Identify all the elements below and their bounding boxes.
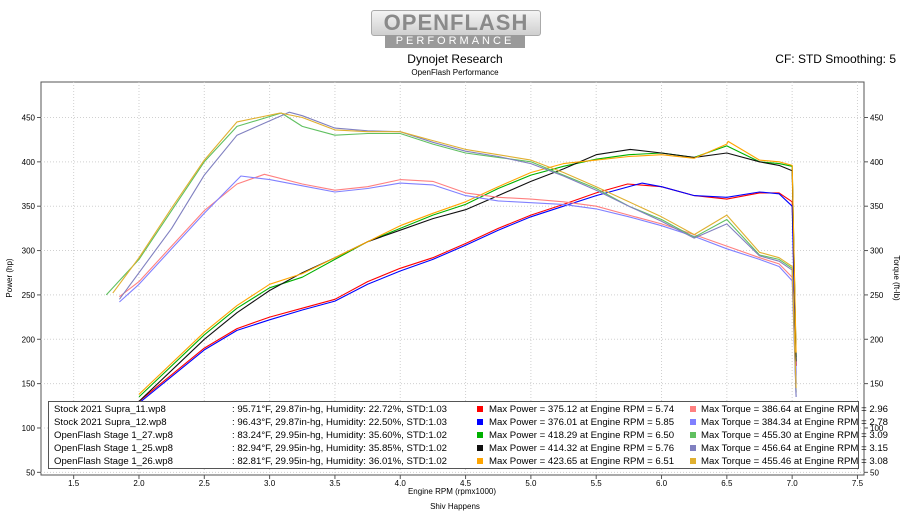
torque-curve <box>105 112 797 393</box>
max-power-text: Max Power = 423.65 at Engine RPM = 6.51 <box>489 456 675 467</box>
y-right-tick-label: 150 <box>870 380 884 389</box>
run-conditions: : 82.94°F, 29.95in-hg, Humidity: 35.85%,… <box>232 443 448 454</box>
y-right-tick-label: 250 <box>870 291 884 300</box>
y-left-tick-label: 50 <box>26 468 35 477</box>
power-curve <box>138 183 797 402</box>
y-left-tick-label: 450 <box>22 113 36 122</box>
y-left-tick-label: 350 <box>22 202 36 211</box>
correction-factor-info: CF: STD Smoothing: 5 <box>775 52 896 66</box>
chart-subtitle: OpenFlash Performance <box>411 68 499 77</box>
power-curve <box>138 182 797 404</box>
max-torque-text: Max Torque = 455.46 at Engine RPM = 3.08 <box>701 456 889 467</box>
torque-color-marker <box>690 419 696 425</box>
run-conditions: : 95.71°F, 29.87in-hg, Humidity: 22.72%,… <box>232 404 448 415</box>
max-torque-text: Max Torque = 456.64 at Engine RPM = 3.15 <box>701 443 889 454</box>
power-color-marker <box>477 432 483 438</box>
y-right-tick-label: 200 <box>870 335 884 344</box>
power-curve <box>138 148 797 402</box>
max-power-text: Max Power = 375.12 at Engine RPM = 5.74 <box>489 404 675 415</box>
torque-curve <box>119 175 797 397</box>
logo-tagline: PERFORMANCE <box>385 35 525 48</box>
y-left-tick-label: 150 <box>22 380 36 389</box>
chart-title: Dynojet Research <box>407 52 503 66</box>
y-left-tick-label: 250 <box>22 291 36 300</box>
y-left-tick-label: 200 <box>22 335 36 344</box>
y-right-tick-label: 350 <box>870 202 884 211</box>
series-lines <box>105 111 797 404</box>
x-tick-label: 2.5 <box>199 479 211 488</box>
power-color-marker <box>477 419 483 425</box>
x-tick-label: 5.5 <box>591 479 603 488</box>
x-tick-label: 4.0 <box>395 479 407 488</box>
max-power-text: Max Power = 418.29 at Engine RPM = 6.50 <box>489 430 675 441</box>
max-torque-text: Max Torque = 384.34 at Engine RPM = 2.78 <box>701 417 889 428</box>
run-conditions: : 82.81°F, 29.95in-hg, Humidity: 36.01%,… <box>232 456 448 467</box>
run-conditions: : 96.43°F, 29.87in-hg, Humidity: 22.50%,… <box>232 417 448 428</box>
x-tick-label: 4.5 <box>460 479 472 488</box>
logo-wordmark: OPENFLASH <box>371 10 541 36</box>
run-name: OpenFlash Stage 1_27.wp8 <box>54 430 173 441</box>
y-left-tick-label: 300 <box>22 247 36 256</box>
power-curve <box>138 140 797 395</box>
run-legend: Stock 2021 Supra_11.wp8 : 95.71°F, 29.87… <box>48 401 888 469</box>
y-left-ticks: 50 100 150 200 250 300 350 400 450 <box>22 113 41 477</box>
run-name: Stock 2021 Supra_11.wp8 <box>54 404 166 415</box>
x-tick-label: 2.0 <box>133 479 145 488</box>
x-tick-label: 3.5 <box>329 479 341 488</box>
x-tick-label: 6.5 <box>721 479 733 488</box>
run-name: OpenFlash Stage 1_25.wp8 <box>54 443 173 454</box>
max-torque-text: Max Torque = 386.64 at Engine RPM = 2.96 <box>701 404 889 415</box>
y-right-tick-label: 50 <box>870 468 879 477</box>
max-power-text: Max Power = 376.01 at Engine RPM = 5.85 <box>489 417 675 428</box>
y-right-tick-label: 300 <box>870 247 884 256</box>
torque-color-marker <box>690 458 696 464</box>
run-name: Stock 2021 Supra_12.wp8 <box>54 417 167 428</box>
power-color-marker <box>477 406 483 412</box>
x-tick-label: 5.0 <box>525 479 537 488</box>
run-name: OpenFlash Stage 1_26.wp8 <box>54 456 173 467</box>
x-tick-label: 3.0 <box>264 479 276 488</box>
torque-curve <box>118 111 797 397</box>
power-color-marker <box>477 458 483 464</box>
x-tick-label: 6.0 <box>656 479 668 488</box>
y-right-tick-label: 100 <box>870 424 884 433</box>
power-curve <box>138 145 797 398</box>
x-tick-label: 7.5 <box>852 479 864 488</box>
max-power-text: Max Power = 414.32 at Engine RPM = 5.76 <box>489 443 675 454</box>
torque-color-marker <box>690 445 696 451</box>
torque-color-marker <box>690 406 696 412</box>
power-color-marker <box>477 445 483 451</box>
y-left-label: Power (hp) <box>5 258 14 297</box>
y-right-label: Torque (ft-lb) <box>892 255 901 301</box>
max-torque-text: Max Torque = 455.30 at Engine RPM = 3.09 <box>701 430 889 441</box>
torque-curve <box>112 112 797 389</box>
y-left-tick-label: 400 <box>22 158 36 167</box>
y-right-ticks: 50 100 150 200 250 300 350 400 450 <box>864 113 884 477</box>
torque-color-marker <box>690 432 696 438</box>
torque-curve <box>119 173 797 393</box>
x-axis-ticks: 1.5 2.0 2.5 3.0 3.5 4.0 4.5 5.0 5.5 6.0 6.5 7.0 7.5 <box>68 475 864 488</box>
run-conditions: : 83.24°F, 29.95in-hg, Humidity: 35.60%,… <box>232 430 448 441</box>
x-axis-label: Engine RPM (rpmx1000) <box>408 487 496 496</box>
x-tick-label: 7.0 <box>787 479 799 488</box>
y-right-tick-label: 450 <box>870 113 884 122</box>
footer-caption: Shiv Happens <box>430 502 480 511</box>
y-left-tick-label: 100 <box>22 424 36 433</box>
y-right-tick-label: 400 <box>870 158 884 167</box>
openflash-logo: OPENFLASH PERFORMANCE <box>371 10 541 48</box>
x-tick-label: 1.5 <box>68 479 80 488</box>
